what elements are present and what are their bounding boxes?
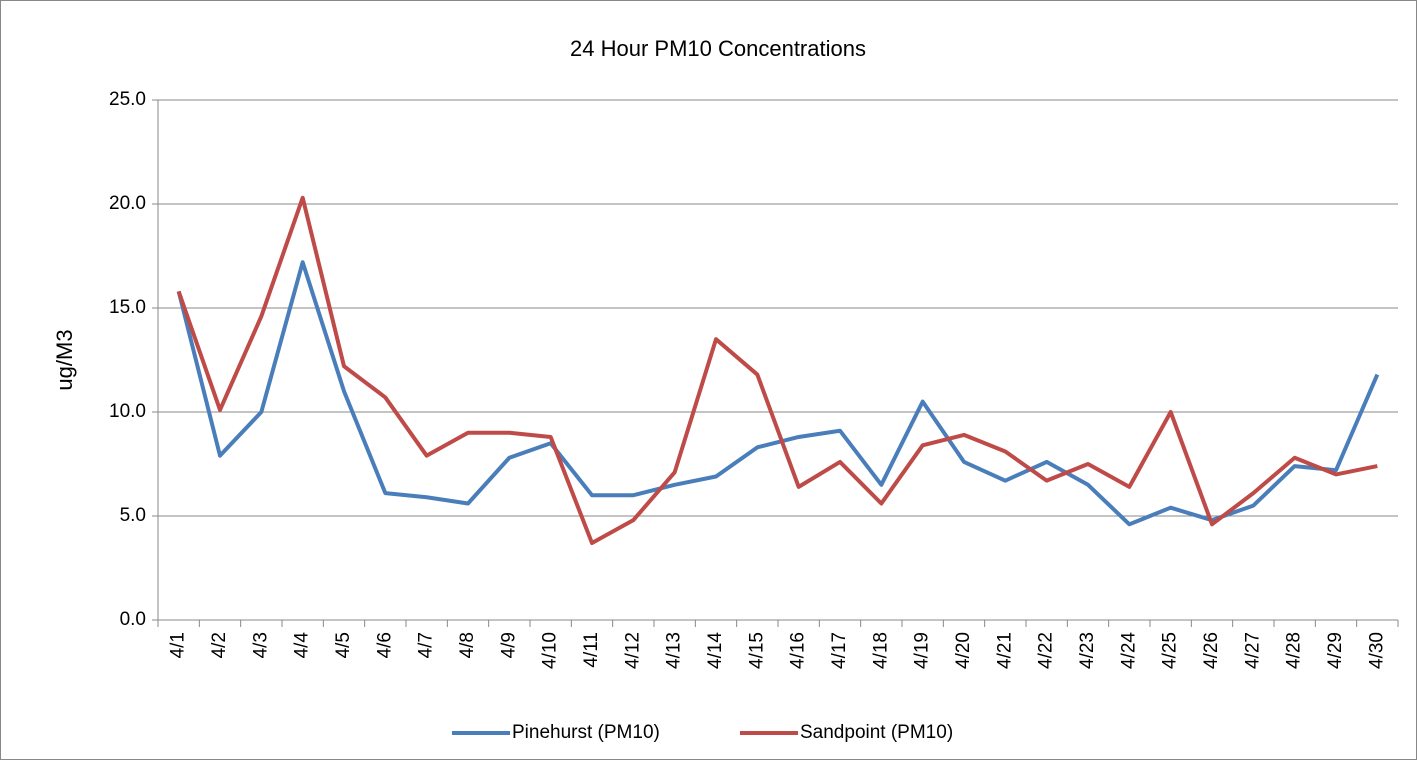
y-tick-label: 10.0 bbox=[109, 401, 146, 422]
y-axis-label: ug/M3 bbox=[52, 329, 77, 390]
x-tick-label: 4/17 bbox=[829, 632, 850, 669]
x-tick-label: 4/18 bbox=[870, 632, 891, 669]
x-tick-label: 4/15 bbox=[746, 632, 767, 669]
y-tick-label: 25.0 bbox=[109, 89, 146, 110]
x-tick-label: 4/16 bbox=[788, 632, 809, 669]
y-tick-label: 15.0 bbox=[109, 297, 146, 318]
x-tick-label: 4/1 bbox=[168, 632, 189, 658]
x-tick-label: 4/28 bbox=[1284, 632, 1305, 669]
x-tick-label: 4/20 bbox=[953, 632, 974, 669]
x-tick-label: 4/9 bbox=[498, 632, 519, 658]
x-tick-label: 4/11 bbox=[581, 632, 602, 668]
y-tick-label: 0.0 bbox=[120, 609, 146, 630]
x-tick-label: 4/14 bbox=[705, 632, 726, 669]
x-tick-label: 4/4 bbox=[292, 632, 313, 659]
x-tick-label: 4/10 bbox=[540, 632, 561, 669]
x-tick-label: 4/7 bbox=[416, 632, 437, 658]
x-tick-label: 4/3 bbox=[250, 632, 271, 658]
x-tick-label: 4/24 bbox=[1118, 632, 1139, 669]
series-line bbox=[176, 195, 1378, 546]
x-tick-label: 4/21 bbox=[994, 632, 1015, 669]
x-tick-label: 4/19 bbox=[912, 632, 933, 669]
legend-label: Sandpoint (PM10) bbox=[800, 722, 953, 743]
x-tick-label: 4/29 bbox=[1325, 632, 1346, 669]
y-tick-label: 5.0 bbox=[120, 505, 146, 526]
x-tick-label: 4/8 bbox=[457, 632, 478, 658]
x-tick-label: 4/2 bbox=[209, 632, 230, 658]
chart-title: 24 Hour PM10 Concentrations bbox=[570, 36, 866, 61]
x-tick-label: 4/13 bbox=[664, 632, 685, 669]
x-tick-label: 4/26 bbox=[1201, 632, 1222, 669]
x-tick-label: 4/27 bbox=[1242, 632, 1263, 669]
y-tick-label: 20.0 bbox=[109, 193, 146, 214]
x-tick-label: 4/5 bbox=[333, 632, 354, 658]
x-tick-label: 4/30 bbox=[1366, 632, 1387, 669]
legend-label: Pinehurst (PM10) bbox=[512, 722, 660, 743]
series-line bbox=[176, 260, 1380, 527]
x-tick-label: 4/23 bbox=[1077, 632, 1098, 669]
x-tick-label: 4/22 bbox=[1036, 632, 1057, 669]
x-tick-label: 4/6 bbox=[374, 632, 395, 658]
x-tick-label: 4/25 bbox=[1160, 632, 1181, 669]
x-tick-label: 4/12 bbox=[622, 632, 643, 669]
